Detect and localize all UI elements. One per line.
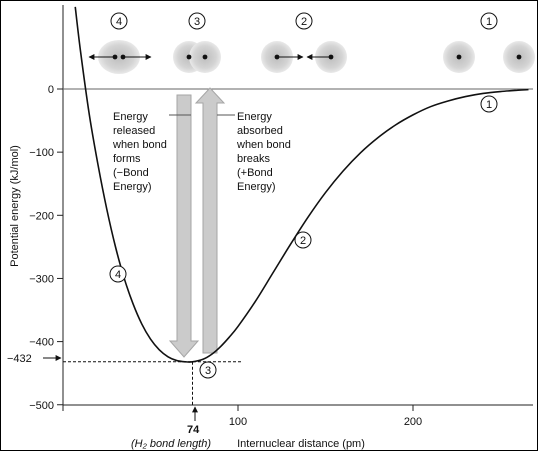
released-line: when bond: [112, 139, 167, 151]
y-tick-label: −200: [29, 210, 54, 222]
energy-released-note: Energy released when bond forms (−Bond E…: [112, 111, 167, 193]
minimum-guides: −432 74 (H₂ bond length): [7, 353, 241, 450]
nucleus: [328, 54, 334, 60]
released-line: forms: [113, 153, 141, 165]
nucleus: [202, 54, 208, 60]
energy-arrows: [168, 87, 235, 358]
stage-4-atoms: [88, 40, 152, 74]
released-line: (−Bond: [113, 167, 149, 179]
released-line: Energy): [113, 181, 152, 193]
curve-number: 3: [205, 365, 211, 377]
stage-label-top-4: 4: [110, 12, 128, 30]
curve-number: 1: [486, 99, 492, 111]
stage-number: 2: [301, 16, 307, 28]
energy-released-arrow: [168, 94, 200, 358]
y-tick-label: −500: [29, 400, 54, 412]
stage-label-top-3: 3: [188, 12, 206, 30]
nucleus: [456, 54, 462, 60]
stage-number: 4: [116, 16, 122, 28]
y-tick-label: −300: [29, 273, 54, 285]
absorbed-line: absorbed: [237, 125, 283, 137]
curve-number: 2: [300, 235, 306, 247]
stage-1-atoms: [443, 41, 535, 73]
x-tick-label: 200: [404, 416, 422, 428]
curve-label-4: 4: [109, 265, 127, 283]
energy-absorbed-note: Energy absorbed when bond breaks (+Bond …: [236, 111, 291, 193]
stage-number: 1: [486, 16, 492, 28]
min-energy-label: −432: [7, 353, 32, 365]
y-tick-label: −400: [29, 337, 54, 349]
curve-label-3: 3: [199, 361, 217, 379]
absorbed-line: Energy: [237, 111, 272, 123]
stage-number: 3: [194, 16, 200, 28]
absorbed-line: breaks: [237, 153, 271, 165]
absorbed-line: Energy): [237, 181, 276, 193]
bond-length-value: 74: [187, 424, 200, 436]
absorbed-line: when bond: [236, 139, 291, 151]
y-axis-label: Potential energy (kJ/mol): [9, 145, 21, 267]
x-axis-label: Internuclear distance (pm): [237, 438, 365, 450]
nucleus: [516, 54, 522, 60]
stage-label-top-1: 1: [480, 12, 498, 30]
stage-2-atoms: [261, 41, 347, 73]
y-ticks: 0 −100 −200 −300 −400 −500: [29, 84, 63, 412]
stage-3-atoms: [173, 41, 221, 73]
nucleus: [186, 54, 192, 60]
atom-pair-halo: [98, 40, 140, 74]
curve-number: 4: [115, 269, 121, 281]
bond-length-note: (H₂ bond length): [131, 438, 211, 450]
absorbed-line: (+Bond: [237, 167, 273, 179]
nucleus: [274, 54, 280, 60]
x-ticks: 100 200: [62, 405, 422, 428]
x-tick-label: 100: [229, 416, 247, 428]
y-tick-label: 0: [48, 84, 54, 96]
stage-label-top-2: 2: [295, 12, 313, 30]
energy-absorbed-arrow: [194, 87, 226, 354]
nucleus: [120, 54, 126, 60]
nucleus: [112, 54, 118, 60]
axes: [62, 5, 533, 406]
released-line: released: [113, 125, 155, 137]
curve-label-1: 1: [480, 95, 498, 113]
curve-label-2: 2: [294, 231, 312, 249]
released-line: Energy: [113, 111, 148, 123]
y-tick-label: −100: [29, 147, 54, 159]
